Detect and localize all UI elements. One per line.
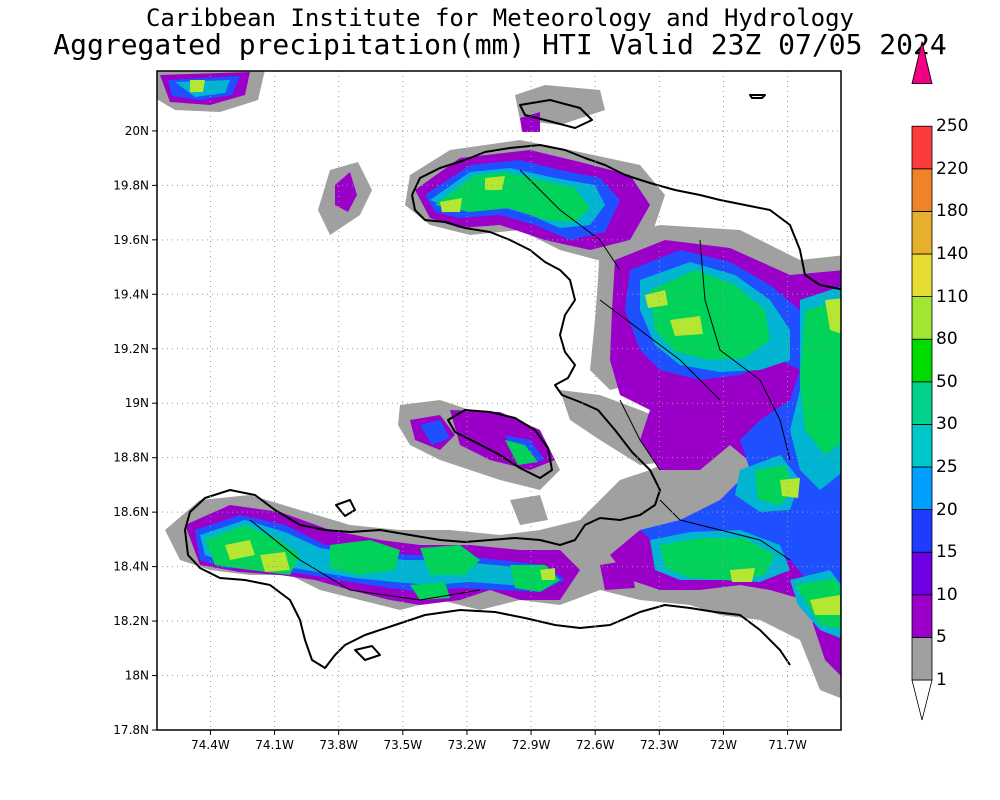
colorbar	[911, 41, 933, 721]
lon-tick-label: 72W	[710, 738, 737, 752]
lat-tick-label: 18.2N	[113, 614, 149, 628]
lat-tick-label: 19.8N	[113, 178, 149, 192]
colorbar-level-label: 30	[936, 414, 958, 435]
lon-tick-label: 74.4W	[191, 738, 230, 752]
lat-tick-label: 17.8N	[113, 723, 149, 737]
lon-tick-label: 72.9W	[512, 738, 551, 752]
colorbar-level-label: 220	[936, 158, 969, 179]
colorbar-segment	[911, 423, 933, 468]
lat-tick-label: 18.8N	[113, 451, 149, 465]
lon-tick-label: 73.2W	[448, 738, 487, 752]
colorbar-segment	[911, 296, 933, 340]
lat-tick-label: 19.2N	[113, 342, 149, 356]
lon-tick-label: 72.6W	[576, 738, 615, 752]
precipitation-field	[157, 71, 841, 699]
colorbar-segment	[911, 210, 933, 255]
colorbar-level-label: 25	[936, 457, 958, 477]
chart-title-line2: Aggregated precipitation(mm) HTI Valid 2…	[53, 28, 947, 61]
lat-tick-label: 19N	[125, 396, 149, 410]
chart-title-line1: Caribbean Institute for Meteorology and …	[145, 4, 854, 32]
colorbar-segment	[911, 41, 933, 84]
colorbar-segment	[911, 253, 933, 297]
colorbar-level-label: 250	[936, 116, 969, 137]
colorbar-level-label: 15	[936, 542, 958, 563]
lon-tick-label: 71.7W	[768, 738, 807, 752]
lat-tick-label: 19.4N	[113, 287, 149, 301]
colorbar-segment	[911, 466, 933, 510]
colorbar-level-label: 10	[936, 584, 958, 605]
colorbar-segment	[911, 338, 933, 383]
colorbar-level-label: 50	[936, 371, 958, 392]
colorbar-level-label: 140	[936, 244, 969, 264]
colorbar-level-label: 1	[936, 670, 947, 690]
colorbar-segment	[911, 551, 933, 596]
colorbar-level-label: 180	[936, 201, 969, 222]
longitude-axis: 74.4W 74.1W 73.8W 73.5W 73.2W 72.9W 72.6W 72.3W…	[191, 730, 807, 752]
lat-tick-label: 18N	[125, 669, 149, 683]
lon-tick-label: 74.1W	[255, 738, 294, 752]
colorbar-level-label: 110	[936, 286, 969, 307]
lon-tick-label: 73.5W	[384, 738, 423, 752]
colorbar-segment	[911, 509, 933, 553]
colorbar-segment	[911, 637, 933, 681]
lat-tick-label: 18.4N	[113, 560, 149, 574]
lon-tick-label: 73.8W	[319, 738, 358, 752]
colorbar-segment	[911, 125, 933, 170]
lat-tick-label: 19.6N	[113, 233, 149, 247]
colorbar-segment	[911, 679, 933, 721]
lon-tick-label: 72.3W	[640, 738, 679, 752]
latitude-axis: 20N 19.8N 19.6N 19.4N 19.2N 19N 18.8N 18.6N 18.4…	[113, 124, 157, 737]
lat-tick-label: 20N	[125, 124, 149, 138]
colorbar-segment	[911, 168, 933, 212]
colorbar-segment	[911, 594, 933, 638]
colorbar-level-label: 20	[936, 499, 958, 520]
colorbar-segment	[911, 381, 933, 425]
map-grid	[157, 71, 841, 730]
lat-tick-label: 18.6N	[113, 505, 149, 519]
colorbar-level-label: 5	[936, 627, 947, 648]
coastline	[184, 94, 841, 669]
colorbar-level-label: 80	[936, 329, 958, 350]
plot-frame	[156, 70, 842, 731]
